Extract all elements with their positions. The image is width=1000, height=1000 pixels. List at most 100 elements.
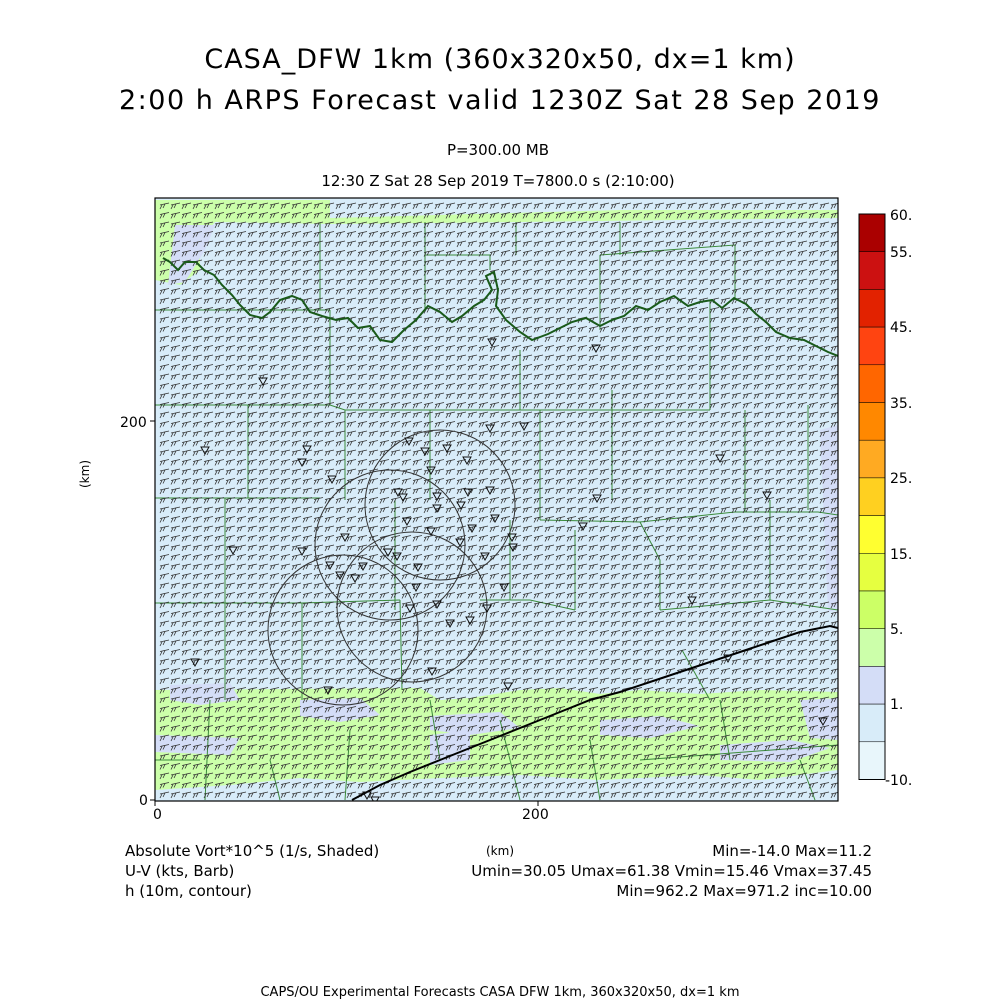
wind-barb bbox=[247, 383, 258, 390]
wind-barb bbox=[181, 364, 192, 371]
wind-barb bbox=[665, 259, 676, 267]
wind-barb bbox=[698, 288, 709, 295]
wind-barb bbox=[720, 269, 731, 276]
wind-barb bbox=[742, 231, 753, 238]
wind-barb bbox=[357, 240, 368, 248]
wind-barb bbox=[731, 316, 742, 324]
wind-barb bbox=[280, 269, 291, 276]
wind-barb bbox=[786, 212, 797, 219]
wind-barb bbox=[379, 297, 390, 305]
wind-barb bbox=[445, 221, 456, 229]
wind-barb bbox=[797, 345, 808, 352]
wind-barb bbox=[302, 383, 313, 390]
wind-barb bbox=[236, 250, 247, 257]
wind-barb bbox=[269, 316, 280, 324]
legend-label: 45. bbox=[890, 320, 913, 336]
wind-barb bbox=[819, 250, 830, 257]
wind-barb bbox=[522, 259, 533, 267]
wind-barb bbox=[632, 278, 643, 286]
wind-barb bbox=[159, 335, 170, 343]
wind-barb bbox=[390, 231, 401, 238]
wind-barb bbox=[247, 278, 258, 286]
wind-barb bbox=[247, 221, 258, 229]
wind-barb bbox=[434, 364, 445, 371]
wind-barb bbox=[159, 373, 170, 381]
wind-barb bbox=[753, 383, 764, 390]
wind-barb bbox=[335, 212, 346, 219]
wind-barb bbox=[808, 231, 819, 238]
wind-barb bbox=[632, 231, 643, 238]
wind-barb bbox=[621, 297, 632, 305]
wind-barb bbox=[764, 221, 775, 229]
wind-barb bbox=[203, 259, 214, 267]
wind-barb bbox=[214, 326, 225, 333]
wind-barb bbox=[676, 354, 687, 362]
wind-barb bbox=[522, 202, 533, 210]
wind-barb bbox=[445, 259, 456, 267]
wind-barb bbox=[214, 383, 225, 390]
wind-barb bbox=[687, 288, 698, 295]
wind-barb bbox=[786, 259, 797, 267]
wind-barb bbox=[797, 316, 808, 324]
wind-barb bbox=[544, 392, 555, 400]
wind-barb bbox=[797, 354, 808, 362]
wind-barb bbox=[434, 212, 445, 219]
wind-barb bbox=[291, 202, 302, 210]
wind-barb bbox=[335, 221, 346, 229]
wind-barb bbox=[247, 288, 258, 295]
wind-barb bbox=[687, 316, 698, 324]
wind-barb bbox=[698, 212, 709, 219]
wind-barb bbox=[610, 231, 621, 238]
wind-barb bbox=[247, 354, 258, 362]
wind-barb bbox=[324, 288, 335, 295]
wind-barb bbox=[533, 326, 544, 333]
wind-barb bbox=[720, 240, 731, 248]
wind-barb bbox=[544, 259, 555, 267]
wind-barb bbox=[258, 288, 269, 295]
wind-barb bbox=[324, 364, 335, 371]
wind-barb bbox=[632, 288, 643, 295]
wind-barb bbox=[423, 221, 434, 229]
wind-barb bbox=[555, 202, 566, 210]
wind-barb bbox=[203, 383, 214, 390]
wind-barb bbox=[291, 373, 302, 381]
wind-barb bbox=[203, 231, 214, 238]
wind-barb bbox=[731, 259, 742, 267]
wind-barb bbox=[269, 278, 280, 286]
wind-barb bbox=[346, 231, 357, 238]
wind-barb bbox=[676, 373, 687, 381]
wind-barb bbox=[544, 307, 555, 314]
wind-barb bbox=[775, 383, 786, 390]
wind-barb bbox=[335, 202, 346, 210]
wind-barb bbox=[456, 250, 467, 257]
wind-barb bbox=[632, 269, 643, 276]
wind-barb bbox=[335, 269, 346, 276]
wind-barb bbox=[720, 354, 731, 362]
wind-barb bbox=[203, 307, 214, 314]
wind-barb bbox=[258, 345, 269, 352]
wind-barb bbox=[478, 392, 489, 400]
wind-barb bbox=[247, 250, 258, 257]
wind-barb bbox=[709, 269, 720, 276]
wind-barb bbox=[401, 269, 412, 276]
wind-barb bbox=[291, 326, 302, 333]
wind-barb bbox=[599, 307, 610, 314]
wind-barb bbox=[335, 297, 346, 305]
wind-barb bbox=[456, 392, 467, 400]
wind-barb bbox=[456, 259, 467, 267]
wind-barb bbox=[687, 212, 698, 219]
wind-barb bbox=[269, 345, 280, 352]
wind-barb bbox=[434, 259, 445, 267]
wind-barb bbox=[544, 345, 555, 352]
wind-barb bbox=[731, 383, 742, 390]
wind-barb bbox=[181, 326, 192, 333]
wind-barb bbox=[775, 316, 786, 324]
wind-barb bbox=[753, 278, 764, 286]
wind-barb bbox=[192, 326, 203, 333]
wind-barb bbox=[489, 240, 500, 248]
wind-barb bbox=[577, 373, 588, 381]
wind-barb bbox=[412, 221, 423, 229]
wind-barb bbox=[720, 231, 731, 238]
wind-barb bbox=[599, 383, 610, 390]
wind-barb bbox=[478, 373, 489, 381]
